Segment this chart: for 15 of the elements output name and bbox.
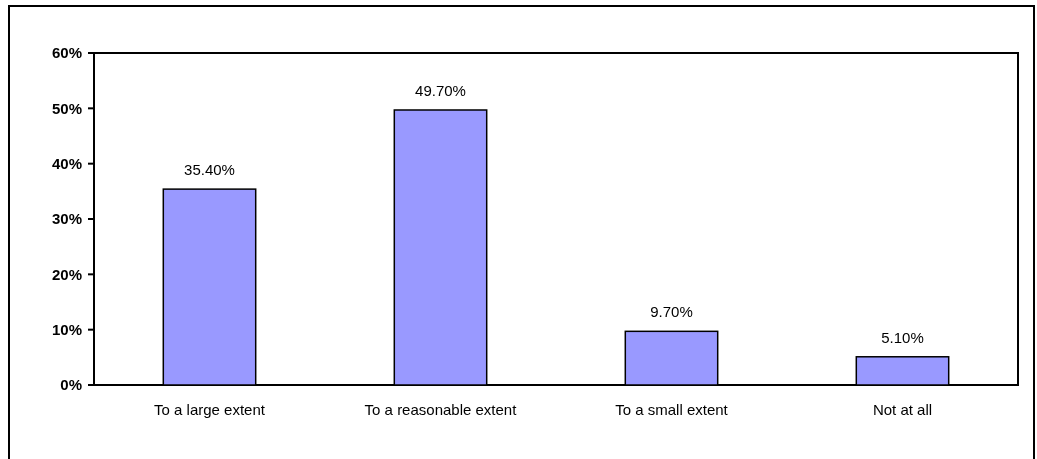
- x-tick-label: To a reasonable extent: [364, 401, 518, 418]
- y-tick-label: 60%: [51, 44, 82, 62]
- x-tick-label: Not at all: [872, 401, 933, 418]
- y-tick-label: 30%: [51, 210, 82, 228]
- data-label: 9.70%: [650, 303, 693, 321]
- y-tick-label: 40%: [51, 154, 82, 172]
- x-tick-label: To a large extent: [154, 401, 266, 418]
- data-label: 35.40%: [184, 161, 235, 179]
- y-tick-label: 0%: [60, 376, 82, 394]
- y-tick-label: 50%: [51, 99, 82, 117]
- y-tick-label: 20%: [51, 265, 82, 283]
- data-label: 5.10%: [881, 328, 924, 346]
- data-label: 49.70%: [415, 81, 466, 99]
- x-tick-label: To a small extent: [615, 401, 729, 418]
- y-tick-label: 10%: [51, 320, 82, 338]
